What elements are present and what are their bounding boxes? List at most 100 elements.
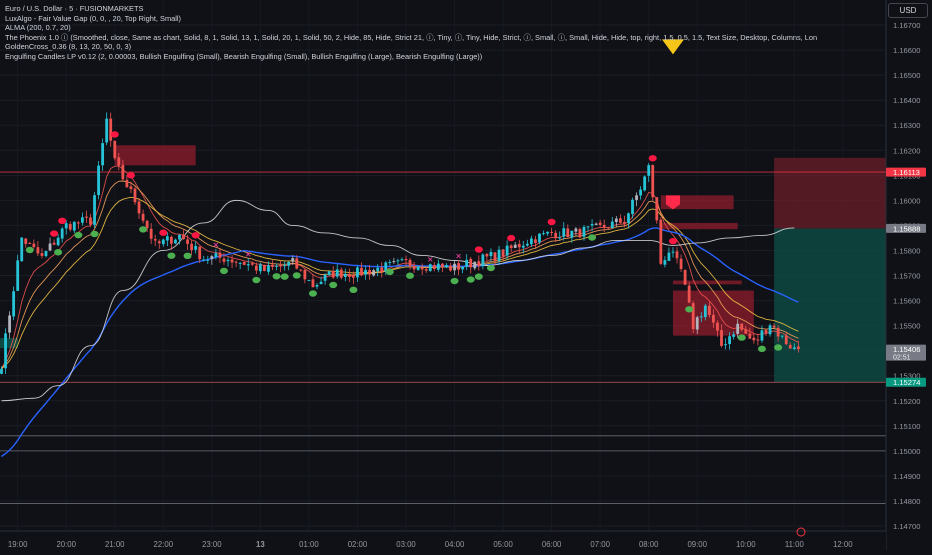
candle (707, 302, 711, 318)
candle-body (703, 305, 707, 318)
candle (214, 248, 218, 260)
candle-body (198, 246, 202, 260)
candle-body (513, 244, 517, 248)
candle (113, 140, 117, 161)
bullish-dot (54, 249, 63, 256)
candle-body (788, 344, 792, 349)
bearish-dot (58, 217, 67, 225)
fvg-zone (114, 145, 196, 166)
candle (279, 260, 283, 273)
sma50-line (1, 227, 799, 458)
candle (400, 257, 404, 262)
candle-body (364, 269, 367, 275)
candle-body (210, 256, 214, 260)
candle-body (230, 259, 234, 263)
legend-line-symbol[interactable]: Euro / U.S. Dollar · 5 · FUSIONMARKETS (5, 4, 144, 13)
bullish-dot (774, 344, 783, 351)
candle (602, 219, 606, 233)
candle-body (250, 263, 254, 265)
candle-body (85, 216, 88, 218)
candle (335, 264, 339, 279)
candle-body (736, 323, 740, 334)
candle (396, 258, 400, 266)
legend-line-engulfing[interactable]: Engulfing Candles LP v0.12 (2, 0.00003, … (5, 51, 483, 61)
candle (590, 219, 594, 232)
candle-body (529, 238, 533, 245)
candle (226, 257, 230, 267)
candle-body (271, 264, 274, 267)
candle (760, 325, 764, 343)
price-label-text: 1.15888 (893, 224, 920, 233)
candle (436, 259, 440, 273)
candle (101, 138, 105, 171)
candle (141, 209, 145, 224)
candle-body (356, 267, 359, 278)
legend-line-fvg[interactable]: LuxAlgo - Fair Value Gap (0, 0, , 20, To… (5, 13, 181, 23)
candle (497, 245, 501, 266)
bullish-dot (737, 334, 746, 341)
candle (234, 260, 238, 268)
candle (169, 235, 173, 250)
candle (780, 335, 784, 339)
candle (784, 331, 788, 346)
candle-body (659, 219, 663, 264)
candle-body (732, 334, 736, 337)
candle (631, 197, 634, 219)
candle (505, 240, 509, 260)
candle (198, 246, 202, 264)
candle-body (400, 259, 404, 261)
y-tick-label: 1.16500 (893, 71, 920, 80)
candle-body (655, 197, 659, 221)
candle (303, 268, 307, 284)
candle-body (404, 259, 408, 261)
candle (319, 276, 323, 285)
candle-body (174, 239, 177, 244)
currency-button[interactable]: USD (888, 3, 928, 18)
candle-body (663, 260, 667, 265)
candle-body (275, 265, 278, 267)
candle-body (748, 333, 752, 339)
candle (716, 320, 719, 337)
bullish-dot (219, 267, 228, 275)
candle (299, 269, 303, 272)
candle-body (234, 261, 238, 263)
candle (736, 319, 740, 339)
candle-body (525, 243, 529, 246)
candle (509, 244, 513, 253)
candle-body (627, 213, 630, 223)
bearish-dot (191, 232, 200, 239)
cross-mark (456, 253, 461, 259)
candle-body (631, 199, 634, 215)
candle-body (238, 262, 242, 264)
candle-body (89, 217, 92, 225)
candle-body (720, 330, 723, 346)
legend-line-goldencross[interactable]: GoldenCross_0.36 (8, 13, 20, 50, 0, 3) (5, 42, 132, 52)
candle-body (194, 245, 198, 250)
candle (647, 163, 651, 183)
candle (546, 231, 549, 236)
candle (469, 257, 473, 274)
candle (404, 255, 408, 266)
candle (420, 263, 424, 275)
candle-body (376, 267, 380, 272)
candle-body (352, 276, 355, 278)
candles (0, 112, 800, 375)
candle (380, 262, 384, 278)
x-tick-label: 01:00 (299, 540, 319, 549)
legend-line-alma[interactable]: ALMA (200, 0.7, 20) (5, 23, 71, 33)
candle-body (16, 260, 20, 291)
signal-triangle (661, 39, 684, 55)
candle-body (165, 236, 169, 241)
candle (315, 282, 319, 290)
candle-body (141, 213, 145, 221)
legend-line-phoenix[interactable]: The Phoenix 1.0 ⓘ (Smoothed, close, Same… (5, 32, 818, 42)
signal-dots (25, 39, 783, 353)
candle (295, 255, 299, 270)
candle-body (756, 339, 760, 341)
candle-body (602, 224, 606, 228)
y-tick-label: 1.15300 (893, 372, 920, 381)
candle (210, 254, 214, 265)
